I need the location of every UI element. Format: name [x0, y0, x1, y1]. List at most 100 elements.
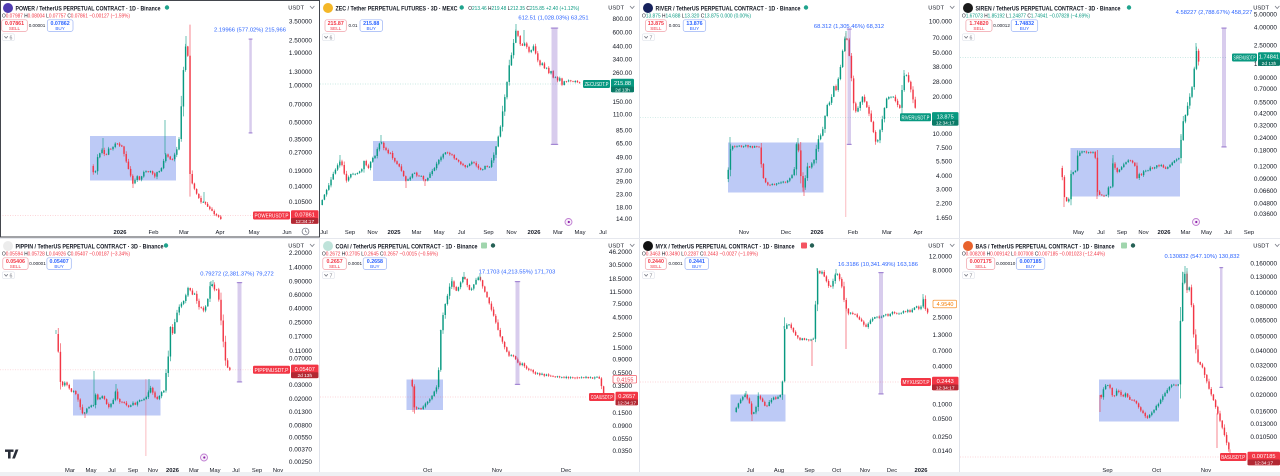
svg-text:10.000: 10.000: [932, 131, 952, 138]
svg-text:BAS / TetherUS PERPETUAL CONTR: BAS / TetherUS PERPETUAL CONTRACT · 1D ·…: [976, 244, 1115, 251]
svg-text:Jul: Jul: [458, 230, 465, 236]
svg-text:COAIUSDT.P: COAIUSDT.P: [591, 395, 613, 401]
svg-text:12:34:17: 12:34:17: [1254, 460, 1273, 466]
svg-text:BUY: BUY: [690, 26, 699, 31]
svg-text:Dec: Dec: [561, 468, 571, 474]
svg-text:0.50000: 0.50000: [289, 120, 313, 127]
svg-text:Jun: Jun: [282, 230, 291, 236]
svg-text:Nov: Nov: [1201, 468, 1211, 474]
svg-text:USDT: USDT: [1253, 244, 1269, 250]
svg-text:USDT: USDT: [928, 6, 944, 12]
svg-text:150.00: 150.00: [612, 99, 632, 106]
svg-text:Nov: Nov: [1138, 230, 1148, 236]
svg-text:0.02000: 0.02000: [289, 396, 313, 403]
svg-text:Sep: Sep: [1102, 468, 1112, 474]
svg-text:0.2443: 0.2443: [937, 379, 954, 385]
svg-text:18.00: 18.00: [616, 204, 632, 211]
svg-text:7: 7: [330, 274, 333, 280]
svg-text:215.88: 215.88: [614, 81, 631, 87]
svg-text:USDT: USDT: [288, 244, 304, 250]
svg-text:0.03600: 0.03600: [1254, 211, 1278, 218]
svg-text:6: 6: [330, 36, 333, 42]
svg-text:SELL: SELL: [9, 26, 21, 31]
svg-text:3.50000: 3.50000: [289, 18, 313, 25]
svg-text:0.05406: 0.05406: [6, 259, 25, 265]
svg-text:0.001: 0.001: [669, 23, 681, 28]
svg-text:12.0000: 12.0000: [929, 254, 953, 261]
svg-text:2.50000: 2.50000: [289, 37, 313, 44]
svg-text:215.88: 215.88: [363, 21, 379, 27]
svg-text:65.00: 65.00: [616, 141, 632, 148]
svg-text:Jul: Jul: [1224, 230, 1231, 236]
svg-text:Apr: Apr: [215, 230, 224, 236]
svg-text:0.2657: 0.2657: [618, 394, 635, 400]
svg-text:0.013000: 0.013000: [1250, 421, 1277, 428]
svg-text:PIPPINUSDT.P: PIPPINUSDT.P: [255, 368, 290, 374]
svg-text:O0.05594 H0.05728 L0.04926 C0.: O0.05594 H0.05728 L0.04926 C0.05407 −0.0…: [2, 252, 130, 258]
svg-text:260.00: 260.00: [612, 70, 632, 77]
svg-text:28.000: 28.000: [932, 79, 952, 86]
svg-text:6: 6: [970, 36, 973, 42]
svg-text:USDT: USDT: [1253, 6, 1269, 12]
svg-text:0.35000: 0.35000: [289, 136, 313, 143]
svg-text:0.12000: 0.12000: [1254, 164, 1278, 171]
svg-text:0.0550: 0.0550: [612, 436, 632, 443]
svg-text:46.2000: 46.2000: [609, 249, 633, 256]
svg-text:0.55000: 0.55000: [1254, 100, 1278, 107]
svg-text:2.200: 2.200: [936, 201, 952, 208]
svg-text:Sep: Sep: [1244, 230, 1254, 236]
svg-text:0.24000: 0.24000: [1254, 135, 1278, 142]
svg-text:0.42000: 0.42000: [1254, 111, 1278, 118]
svg-text:Nov: Nov: [860, 468, 870, 474]
svg-text:Jul: Jul: [232, 468, 239, 474]
svg-text:49.00: 49.00: [616, 155, 632, 162]
svg-text:O0.3463 H0.3490 L0.2287 C0.244: O0.3463 H0.3490 L0.2287 C0.2443 −0.0027 …: [642, 252, 758, 258]
svg-text:100.000: 100.000: [929, 18, 953, 25]
svg-text:0.32000: 0.32000: [1254, 122, 1278, 129]
svg-text:1.30000: 1.30000: [289, 69, 313, 76]
svg-text:0.160000: 0.160000: [1250, 261, 1277, 268]
svg-text:0.17000: 0.17000: [289, 334, 313, 341]
svg-text:5.500: 5.500: [936, 159, 952, 166]
svg-text:5.00000: 5.00000: [1254, 12, 1278, 19]
svg-text:Mar: Mar: [412, 230, 422, 236]
svg-text:0.0500: 0.0500: [932, 416, 952, 423]
svg-text:0.1000: 0.1000: [932, 402, 952, 409]
svg-text:8.0000: 8.0000: [932, 268, 952, 275]
svg-text:COAI / TetherUS PERPETUAL CONT: COAI / TetherUS PERPETUAL CONTRACT · 1D …: [336, 244, 478, 251]
svg-text:30.5000: 30.5000: [609, 262, 633, 269]
svg-text:38.000: 38.000: [932, 64, 952, 71]
svg-text:2.20000: 2.20000: [289, 250, 313, 257]
svg-text:2.5000: 2.5000: [932, 315, 952, 322]
svg-text:Feb: Feb: [149, 230, 159, 236]
svg-text:O1.67073 H1.85192 L1.24877 C1.: O1.67073 H1.85192 L1.24877 C1.74941 −0.0…: [962, 14, 1090, 20]
svg-text:0.0900: 0.0900: [612, 423, 632, 430]
svg-text:BUY: BUY: [1026, 264, 1035, 269]
svg-text:600.00: 600.00: [612, 30, 632, 37]
svg-text:4.00000: 4.00000: [1254, 25, 1278, 32]
svg-text:Jul: Jul: [599, 230, 606, 236]
svg-text:2025: 2025: [388, 230, 402, 236]
svg-text:0.11000: 0.11000: [289, 348, 312, 355]
svg-text:PIPPIN / TetherUS PERPETUAL CO: PIPPIN / TetherUS PERPETUAL CONTRACT · 3…: [16, 244, 164, 251]
svg-text:May: May: [575, 230, 586, 236]
svg-text:0.5500: 0.5500: [612, 370, 632, 377]
svg-text:Nov: Nov: [739, 230, 749, 236]
svg-text:1.40000: 1.40000: [289, 265, 313, 272]
svg-text:12:34:17: 12:34:17: [295, 219, 314, 225]
svg-text:SELL: SELL: [975, 264, 987, 269]
svg-text:BUY: BUY: [366, 26, 375, 31]
svg-text:Mar: Mar: [1181, 230, 1191, 236]
svg-text:2d 13h: 2d 13h: [615, 87, 630, 93]
svg-text:May: May: [1073, 230, 1084, 236]
svg-text:O213.46 H219.48 L212.35 C215.8: O213.46 H219.48 L212.35 C215.85 +2.40 (+…: [468, 6, 579, 12]
svg-text:7: 7: [650, 274, 653, 280]
svg-text:0.70000: 0.70000: [289, 102, 313, 109]
svg-text:POWERUSDT.P: POWERUSDT.P: [255, 214, 290, 220]
svg-text:0.0140: 0.0140: [932, 448, 952, 455]
svg-text:13.876: 13.876: [686, 21, 702, 27]
svg-text:0.016000: 0.016000: [1250, 409, 1277, 416]
svg-text:0.09000: 0.09000: [1254, 176, 1278, 183]
svg-text:20.000: 20.000: [932, 94, 952, 101]
svg-text:4.5000: 4.5000: [612, 315, 632, 322]
